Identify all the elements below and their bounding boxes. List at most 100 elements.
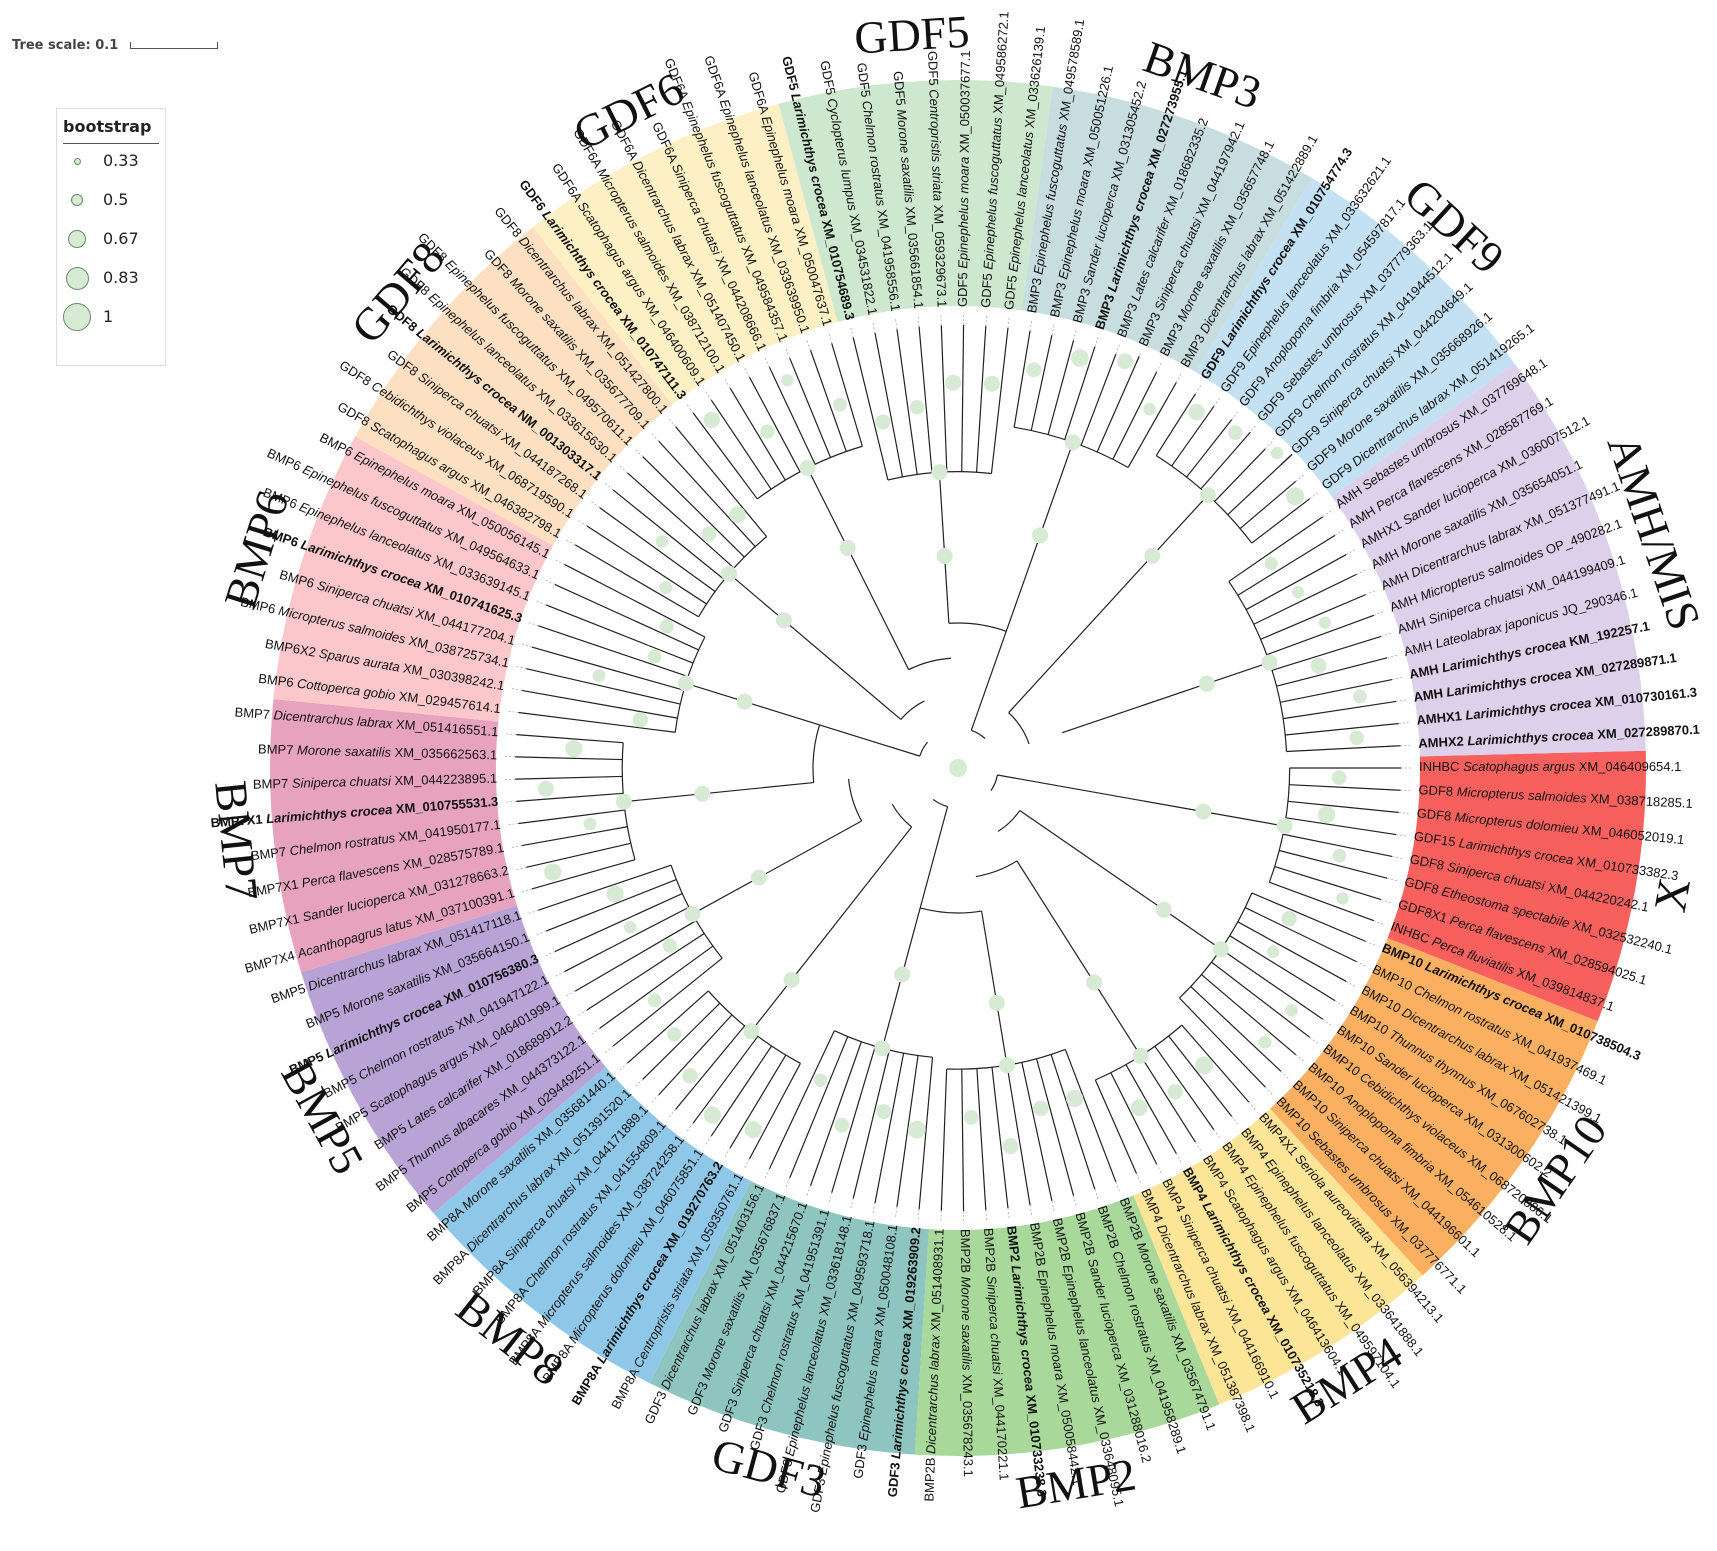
leaf-branch — [978, 1096, 987, 1211]
bootstrap-node — [931, 464, 948, 481]
legend-divider — [63, 143, 159, 144]
leaf-dotted-guide — [1380, 899, 1393, 904]
clade-label: BMP3 — [1137, 31, 1267, 119]
leaf-dotted-guide — [784, 1177, 791, 1190]
bootstrap-node — [1286, 487, 1305, 506]
leaf-branch-base — [990, 374, 1004, 474]
leaf-branch — [1227, 419, 1233, 425]
legend-item: 0.83 — [57, 260, 165, 300]
root-node — [949, 759, 967, 777]
bootstrap-node — [1267, 945, 1280, 958]
leaf-branch-base — [1253, 595, 1312, 625]
leaf-gene: GDF8 — [1418, 783, 1457, 800]
legend-value: 0.33 — [103, 151, 139, 170]
leaf-branch — [642, 456, 709, 522]
leaf-branch — [1111, 1117, 1138, 1174]
bootstrap-node — [659, 581, 673, 595]
leaf-branch-base — [659, 527, 725, 580]
leaf-branch-base — [1140, 1055, 1173, 1106]
leaf-dotted-guide — [1175, 1153, 1183, 1165]
leaf-branch-base — [674, 957, 723, 998]
leaf-branch — [554, 922, 618, 953]
leaf-branch-base — [1279, 849, 1347, 869]
bootstrap-node — [875, 1104, 891, 1120]
leaf-branch — [515, 778, 536, 780]
bootstrap-node — [565, 740, 583, 758]
leaf-branch-base — [770, 417, 801, 473]
leaf-branch-base — [704, 1002, 721, 1019]
leaf-gene: BMP7 — [250, 844, 291, 864]
leaf-branch-base — [631, 709, 678, 719]
leaf-dotted-guide — [506, 823, 519, 826]
leaf-dotted-guide — [603, 1045, 614, 1054]
backbone-branch — [1016, 860, 1095, 983]
leaf-accession: XM_035678243.1 — [959, 1370, 975, 1476]
leaf-label: GDF8 Micropterus salmoides XM_038718285.… — [1418, 783, 1693, 812]
clade-stem — [1039, 442, 1074, 536]
leaf-branch — [1033, 1120, 1053, 1202]
bootstrap-node — [701, 526, 717, 542]
leaf-branch — [1099, 353, 1117, 397]
leaf-dotted-guide — [633, 448, 644, 458]
leaf-dotted-guide — [1365, 589, 1377, 595]
leaf-branch — [748, 1094, 784, 1160]
leaf-branch — [516, 734, 565, 739]
clade-sector — [1270, 938, 1598, 1276]
leaf-dotted-guide — [1265, 1086, 1274, 1097]
leaf-branch-base — [1168, 1035, 1204, 1080]
bootstrap-node — [1281, 911, 1297, 927]
clade-sector — [1133, 1108, 1423, 1405]
leaf-label: GDF5 Epinephelus moara XM_050037677.1 — [955, 50, 973, 307]
bootstrap-node — [1228, 425, 1243, 441]
legend-value: 0.83 — [103, 268, 139, 287]
leaf-branch-base — [976, 1068, 980, 1097]
leaf-dotted-guide — [543, 951, 555, 957]
leaf-label: INHBC Scatophagus argus XM_046409654.1 — [1419, 759, 1681, 774]
leaf-dotted-guide — [633, 1078, 644, 1088]
leaf-branch-base — [591, 663, 684, 691]
leaf-branch — [1264, 1056, 1282, 1072]
leaf-accession: XM_035662563.1 — [391, 745, 498, 763]
clade-label: X — [1644, 874, 1700, 916]
clade-stem — [692, 876, 760, 915]
legend-title: bootstrap — [63, 117, 152, 136]
leaf-gene: BMP2B — [922, 1454, 939, 1502]
bootstrap-node — [1143, 402, 1156, 416]
leaf-dotted-guide — [1322, 509, 1333, 518]
clade-stem — [1206, 661, 1270, 685]
bootstrap-node — [1261, 654, 1278, 671]
leaf-gene: GDF6A — [701, 54, 731, 103]
leaf-branch-base — [540, 842, 631, 865]
backbone-arc — [971, 729, 986, 739]
leaf-branch-base — [702, 1025, 746, 1077]
leaf-branch — [874, 332, 891, 411]
bootstrap-node — [1066, 1089, 1084, 1108]
leaf-branch-base — [1285, 726, 1360, 736]
leaf-branch — [962, 325, 965, 373]
bootstrap-node — [703, 1106, 721, 1124]
bootstrap-node — [894, 966, 911, 983]
leaf-branch — [1134, 1120, 1158, 1165]
leaf-branch-base — [1271, 656, 1314, 671]
leaf-branch — [612, 996, 675, 1047]
leaf-branch-base — [837, 428, 847, 452]
leaf-dotted-guide — [1398, 721, 1411, 724]
bootstrap-node — [783, 971, 800, 988]
bootstrap-node — [1318, 616, 1332, 629]
leaf-branch-base — [804, 441, 816, 465]
leaf-gene: BMP6 — [265, 446, 307, 476]
leaf-dotted-guide — [1346, 981, 1357, 988]
leaf-branch-base — [1013, 354, 1027, 428]
legend-item: 1 — [57, 299, 165, 339]
leaf-dotted-guide — [1029, 318, 1033, 331]
leaf-branch-base — [829, 1036, 849, 1080]
bootstrap-node — [667, 1027, 682, 1042]
backbone-branch — [758, 820, 862, 878]
leaf-accession: XM_044223895.1 — [391, 771, 498, 789]
leaf-dotted-guide — [1051, 323, 1055, 336]
leaf-label: BMP7 Morone saxatilis XM_035662563.1 — [258, 742, 498, 763]
leaf-branch-base — [961, 372, 964, 472]
leaf-branch-base — [1200, 431, 1251, 490]
leaf-gene: BMP5 — [269, 980, 311, 1007]
